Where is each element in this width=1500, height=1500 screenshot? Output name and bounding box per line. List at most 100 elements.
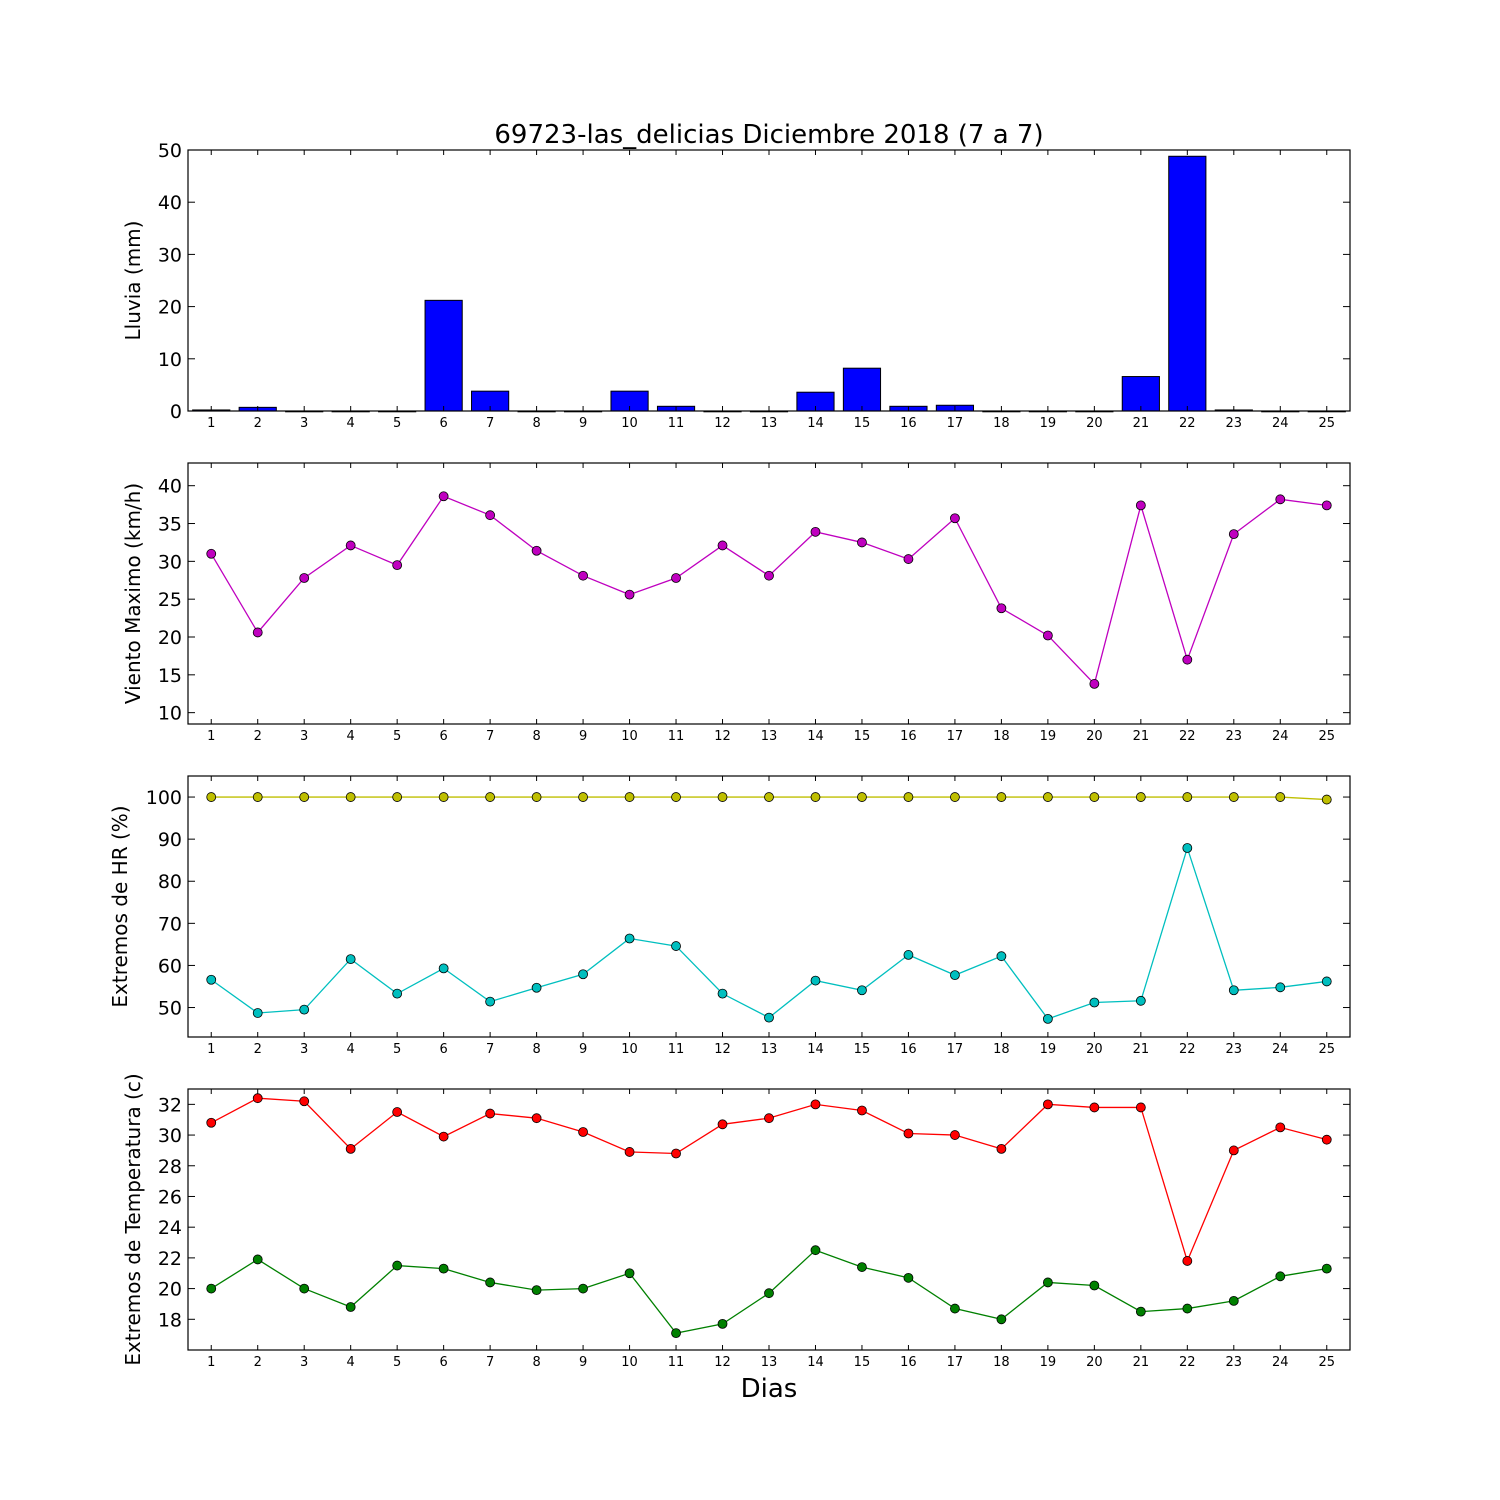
y-axis-label: Viento Maximo (km/h) <box>121 483 145 704</box>
x-tick-label: 10 <box>621 1042 638 1057</box>
rain-bar-day-6 <box>424 299 463 412</box>
data-point-3-0-day-25 <box>1321 1134 1332 1145</box>
x-tick-label: 17 <box>947 1355 964 1370</box>
y-tick-label: 70 <box>158 913 182 935</box>
data-point-1-0-day-11 <box>671 573 681 583</box>
data-point-2-1-day-14 <box>810 975 821 986</box>
data-point-3-0-day-11 <box>671 1148 681 1159</box>
data-point-3-1-day-3 <box>299 1283 310 1294</box>
x-tick-label: 7 <box>486 416 494 431</box>
data-point-3-1-day-2 <box>252 1254 263 1265</box>
data-point-3-0-day-21 <box>1135 1102 1146 1113</box>
x-tick-label: 1 <box>207 416 215 431</box>
data-point-2-1-day-9 <box>578 969 588 980</box>
y-tick-label: 50 <box>158 140 182 162</box>
x-tick-label: 25 <box>1318 1042 1335 1057</box>
x-tick-label: 15 <box>854 1355 871 1370</box>
y-axis-label: Lluvia (mm) <box>121 221 145 341</box>
data-point-1-0-day-4 <box>345 540 356 551</box>
plot-frame <box>187 462 1351 725</box>
x-axis-label: Dias <box>741 1374 798 1404</box>
x-tick-label: 13 <box>761 1042 778 1057</box>
data-point-2-1-day-19 <box>1042 1013 1053 1024</box>
data-point-1-0-day-10 <box>624 589 635 600</box>
data-point-3-1-day-13 <box>764 1288 774 1299</box>
x-tick-label: 4 <box>347 1355 355 1370</box>
y-tick-label: 28 <box>158 1156 182 1178</box>
data-point-2-0-day-9 <box>578 792 588 802</box>
data-point-2-0-day-3 <box>299 792 310 802</box>
x-tick-label: 22 <box>1179 1355 1196 1370</box>
plot-frame <box>187 1088 1351 1351</box>
panel-max-wind: 1 2 3 4 5 6 7 8 9 10 11 12 13 14 15 16 17 18 19 20 21 22 23 24 2… <box>121 462 1351 744</box>
data-point-2-1-day-15 <box>857 985 867 996</box>
data-point-2-0-day-22 <box>1182 792 1193 802</box>
data-point-2-1-day-12 <box>717 988 728 999</box>
data-point-2-1-day-21 <box>1135 995 1146 1006</box>
x-tick-label: 11 <box>668 1042 685 1057</box>
data-point-2-1-day-4 <box>345 954 356 965</box>
x-tick-label: 25 <box>1318 416 1335 431</box>
data-point-2-1-day-11 <box>671 941 681 951</box>
x-tick-label: 18 <box>993 1042 1010 1057</box>
x-tick-label: 7 <box>486 1042 494 1057</box>
data-point-1-0-day-2 <box>252 627 263 638</box>
data-point-3-1-day-11 <box>671 1328 681 1339</box>
data-point-3-0-day-8 <box>531 1113 542 1124</box>
x-tick-label: 6 <box>439 1042 447 1057</box>
data-point-2-1-day-18 <box>996 951 1007 962</box>
y-tick-label: 35 <box>158 514 182 536</box>
x-tick-label: 15 <box>854 1042 871 1057</box>
y-tick-label: 30 <box>158 1125 182 1147</box>
x-tick-label: 19 <box>1040 1042 1057 1057</box>
x-tick-label: 17 <box>947 416 964 431</box>
data-point-3-1-day-14 <box>810 1245 821 1256</box>
x-tick-label: 9 <box>579 1355 587 1370</box>
data-point-3-1-day-5 <box>392 1260 403 1271</box>
data-point-3-0-day-14 <box>810 1099 821 1110</box>
data-point-3-0-day-16 <box>903 1128 914 1139</box>
data-point-2-1-day-8 <box>531 982 542 993</box>
y-tick-label: 100 <box>146 787 182 809</box>
data-point-2-1-day-22 <box>1182 843 1193 853</box>
data-point-2-0-day-11 <box>671 792 681 802</box>
y-tick-label: 30 <box>158 551 182 573</box>
data-point-2-0-day-6 <box>438 792 449 802</box>
data-point-1-0-day-1 <box>206 548 217 559</box>
x-tick-label: 22 <box>1179 1042 1196 1057</box>
panel-temperature-extremes: 1 2 3 4 5 6 7 8 9 10 11 12 13 14 15 16 17 18 19 20 21 22 23 24 2… <box>121 1073 1351 1370</box>
x-tick-label: 18 <box>993 729 1010 744</box>
data-point-2-1-day-10 <box>624 933 635 944</box>
x-tick-label: 8 <box>532 1355 540 1370</box>
data-point-3-0-day-20 <box>1089 1102 1100 1113</box>
data-point-2-0-day-21 <box>1135 792 1146 802</box>
data-point-2-1-day-5 <box>392 988 403 999</box>
y-tick-label: 22 <box>158 1248 182 1270</box>
x-tick-label: 9 <box>579 729 587 744</box>
x-tick-label: 3 <box>300 1355 308 1370</box>
y-tick-label: 90 <box>158 829 182 851</box>
data-point-1-0-day-22 <box>1182 654 1193 665</box>
x-tick-label: 4 <box>347 416 355 431</box>
x-tick-label: 24 <box>1272 1355 1289 1370</box>
data-point-3-0-day-24 <box>1275 1122 1286 1133</box>
data-point-3-0-day-15 <box>857 1105 867 1116</box>
x-tick-label: 2 <box>254 416 262 431</box>
data-point-3-0-day-5 <box>392 1107 403 1117</box>
data-point-1-0-day-19 <box>1042 630 1053 641</box>
data-point-3-0-day-13 <box>764 1113 774 1124</box>
y-tick-label: 10 <box>158 349 182 371</box>
data-point-1-0-day-13 <box>764 570 774 581</box>
rain-bar-day-22 <box>1168 155 1207 412</box>
x-tick-label: 18 <box>993 416 1010 431</box>
x-tick-label: 13 <box>761 416 778 431</box>
data-point-3-1-day-12 <box>717 1319 728 1329</box>
data-point-1-0-day-7 <box>485 510 496 521</box>
data-point-1-0-day-20 <box>1089 679 1100 689</box>
x-tick-label: 25 <box>1318 1355 1335 1370</box>
data-point-3-1-day-20 <box>1089 1280 1100 1291</box>
x-tick-label: 10 <box>621 729 638 744</box>
x-tick-label: 2 <box>254 729 262 744</box>
x-tick-label: 23 <box>1226 1042 1243 1057</box>
rain-bar-day-15 <box>842 367 882 412</box>
